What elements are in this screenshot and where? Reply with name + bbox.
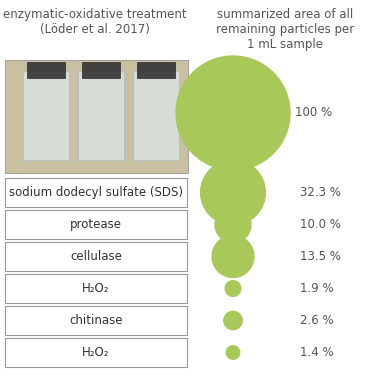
Text: 13.5 %: 13.5 % <box>300 250 341 263</box>
Circle shape <box>215 207 251 243</box>
Circle shape <box>201 160 265 225</box>
Text: chitinase: chitinase <box>69 314 123 327</box>
Circle shape <box>176 56 290 170</box>
Text: 2.6 %: 2.6 % <box>300 314 334 327</box>
FancyBboxPatch shape <box>5 242 187 271</box>
Text: cellulase: cellulase <box>70 250 122 263</box>
Text: 32.3 %: 32.3 % <box>300 186 341 199</box>
Text: sodium dodecyl sulfate (SDS): sodium dodecyl sulfate (SDS) <box>9 186 183 199</box>
FancyBboxPatch shape <box>137 62 175 78</box>
Text: enzymatic-oxidative treatment
(Löder et al. 2017): enzymatic-oxidative treatment (Löder et … <box>3 8 187 36</box>
FancyBboxPatch shape <box>23 71 69 160</box>
Text: 1.4 %: 1.4 % <box>300 346 334 359</box>
FancyBboxPatch shape <box>27 62 65 78</box>
Text: 1.9 %: 1.9 % <box>300 282 334 295</box>
Text: summarized area of all
remaining particles per
1 mL sample: summarized area of all remaining particl… <box>216 8 354 51</box>
Text: protease: protease <box>70 218 122 231</box>
FancyBboxPatch shape <box>5 60 188 173</box>
Text: H₂O₂: H₂O₂ <box>82 282 110 295</box>
Text: 100 %: 100 % <box>295 106 332 120</box>
Text: 10.0 %: 10.0 % <box>300 218 341 231</box>
Circle shape <box>225 280 241 296</box>
FancyBboxPatch shape <box>82 62 120 78</box>
FancyBboxPatch shape <box>5 178 187 207</box>
Circle shape <box>226 346 240 359</box>
FancyBboxPatch shape <box>5 210 187 239</box>
FancyBboxPatch shape <box>5 306 187 335</box>
Circle shape <box>212 236 254 278</box>
FancyBboxPatch shape <box>133 71 179 160</box>
Text: H₂O₂: H₂O₂ <box>82 346 110 359</box>
FancyBboxPatch shape <box>5 338 187 367</box>
FancyBboxPatch shape <box>78 71 124 160</box>
Circle shape <box>224 311 242 330</box>
FancyBboxPatch shape <box>5 274 187 303</box>
